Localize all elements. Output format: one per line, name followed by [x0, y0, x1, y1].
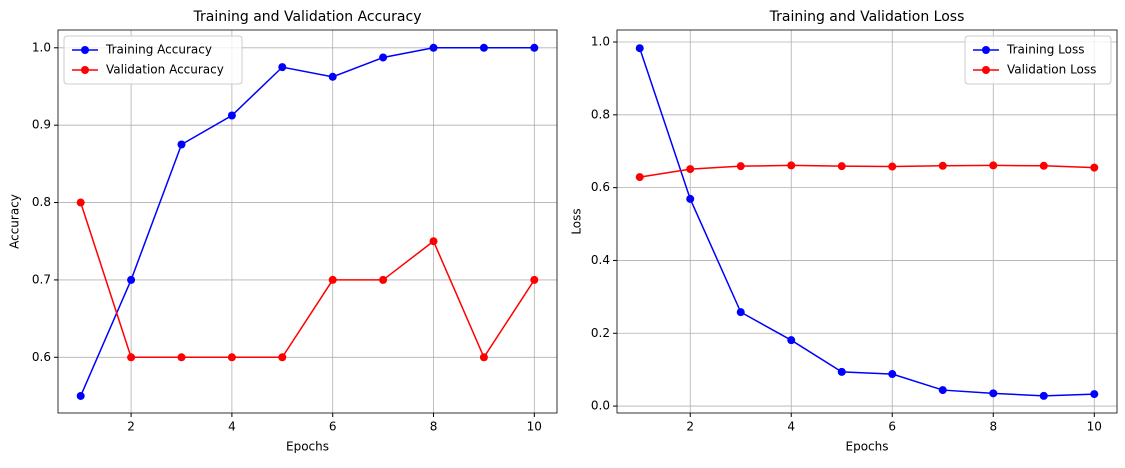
x-tick-label: 4	[228, 420, 236, 434]
data-point	[479, 353, 488, 362]
plot-frame	[57, 29, 558, 414]
series-line	[639, 47, 1095, 397]
data-point	[278, 353, 287, 362]
y-axis-label: Loss	[570, 208, 584, 234]
data-point	[686, 165, 695, 174]
x-tick-label: 8	[989, 420, 997, 434]
legend-marker	[81, 46, 89, 54]
data-point	[635, 44, 644, 53]
data-point	[127, 275, 136, 284]
data-point	[888, 370, 897, 379]
y-axis-label: Accuracy	[8, 194, 22, 249]
y-tick-label: 0.2	[591, 326, 610, 340]
data-point	[938, 161, 947, 170]
x-tick-label: 2	[127, 420, 135, 434]
x-tick-label: 8	[430, 420, 438, 434]
legend-marker	[81, 66, 89, 74]
data-point	[837, 367, 846, 376]
data-point	[1090, 390, 1099, 399]
legend-label: Training Accuracy	[105, 43, 212, 57]
data-point	[686, 194, 695, 203]
y-tick-label: 0.7	[32, 272, 51, 286]
data-point	[479, 43, 488, 52]
y-tick-label: 0.9	[32, 118, 51, 132]
data-point	[1039, 161, 1048, 170]
data-point	[177, 353, 186, 362]
data-point	[1039, 391, 1048, 400]
y-tick-label: 0.8	[32, 195, 51, 209]
data-point	[787, 161, 796, 170]
y-tick-label: 0.8	[591, 107, 610, 121]
x-tick-label: 10	[1087, 420, 1102, 434]
data-point	[278, 63, 287, 72]
data-point	[227, 111, 236, 120]
legend-marker	[982, 66, 990, 74]
legend: Training Loss Validation Loss	[964, 35, 1112, 85]
y-tick-label: 0.6	[591, 180, 610, 194]
series-line	[79, 47, 535, 397]
legend-label: Training Loss	[1006, 43, 1084, 57]
y-tick-label: 0.6	[32, 350, 51, 364]
data-point	[888, 162, 897, 171]
plot-frame	[616, 29, 1118, 414]
x-tick-label: 2	[686, 420, 694, 434]
x-tick-label: 4	[787, 420, 795, 434]
data-point	[1090, 163, 1099, 172]
x-tick-label: 6	[329, 420, 337, 434]
series-line	[79, 202, 535, 359]
data-point	[379, 275, 388, 284]
legend-box	[964, 35, 1112, 85]
x-tick-label: 6	[888, 420, 896, 434]
data-point	[736, 162, 745, 171]
chart-title: Training and Validation Loss	[769, 9, 965, 25]
legend-label: Validation Accuracy	[106, 63, 224, 77]
data-point	[787, 336, 796, 345]
data-point	[736, 308, 745, 317]
legend: Training Accuracy Validation Accuracy	[63, 35, 243, 85]
data-point	[127, 353, 136, 362]
x-axis-label: Epochs	[286, 440, 329, 454]
y-tick-label: 0.4	[591, 253, 610, 267]
series-line	[639, 164, 1095, 178]
x-tick-label: 10	[527, 420, 542, 434]
data-point	[989, 161, 998, 170]
data-point	[328, 72, 337, 81]
data-point	[429, 43, 438, 52]
legend-marker	[982, 46, 990, 54]
y-tick-label: 1.0	[591, 35, 610, 49]
data-point	[989, 389, 998, 398]
y-tick-label: 0.0	[591, 399, 610, 413]
data-point	[635, 173, 644, 182]
data-point	[177, 140, 186, 149]
data-point	[530, 43, 539, 52]
legend-box	[63, 35, 243, 85]
y-tick-label: 1.0	[32, 40, 51, 54]
data-point	[837, 162, 846, 171]
data-point	[76, 198, 85, 207]
data-point	[429, 237, 438, 246]
legend-label: Validation Loss	[1007, 63, 1096, 77]
data-point	[328, 275, 337, 284]
chart-title: Training and Validation Accuracy	[193, 9, 422, 25]
data-point	[530, 275, 539, 284]
data-point	[76, 391, 85, 400]
data-point	[379, 53, 388, 62]
data-point	[938, 386, 947, 395]
x-axis-label: Epochs	[846, 440, 889, 454]
data-point	[227, 353, 236, 362]
